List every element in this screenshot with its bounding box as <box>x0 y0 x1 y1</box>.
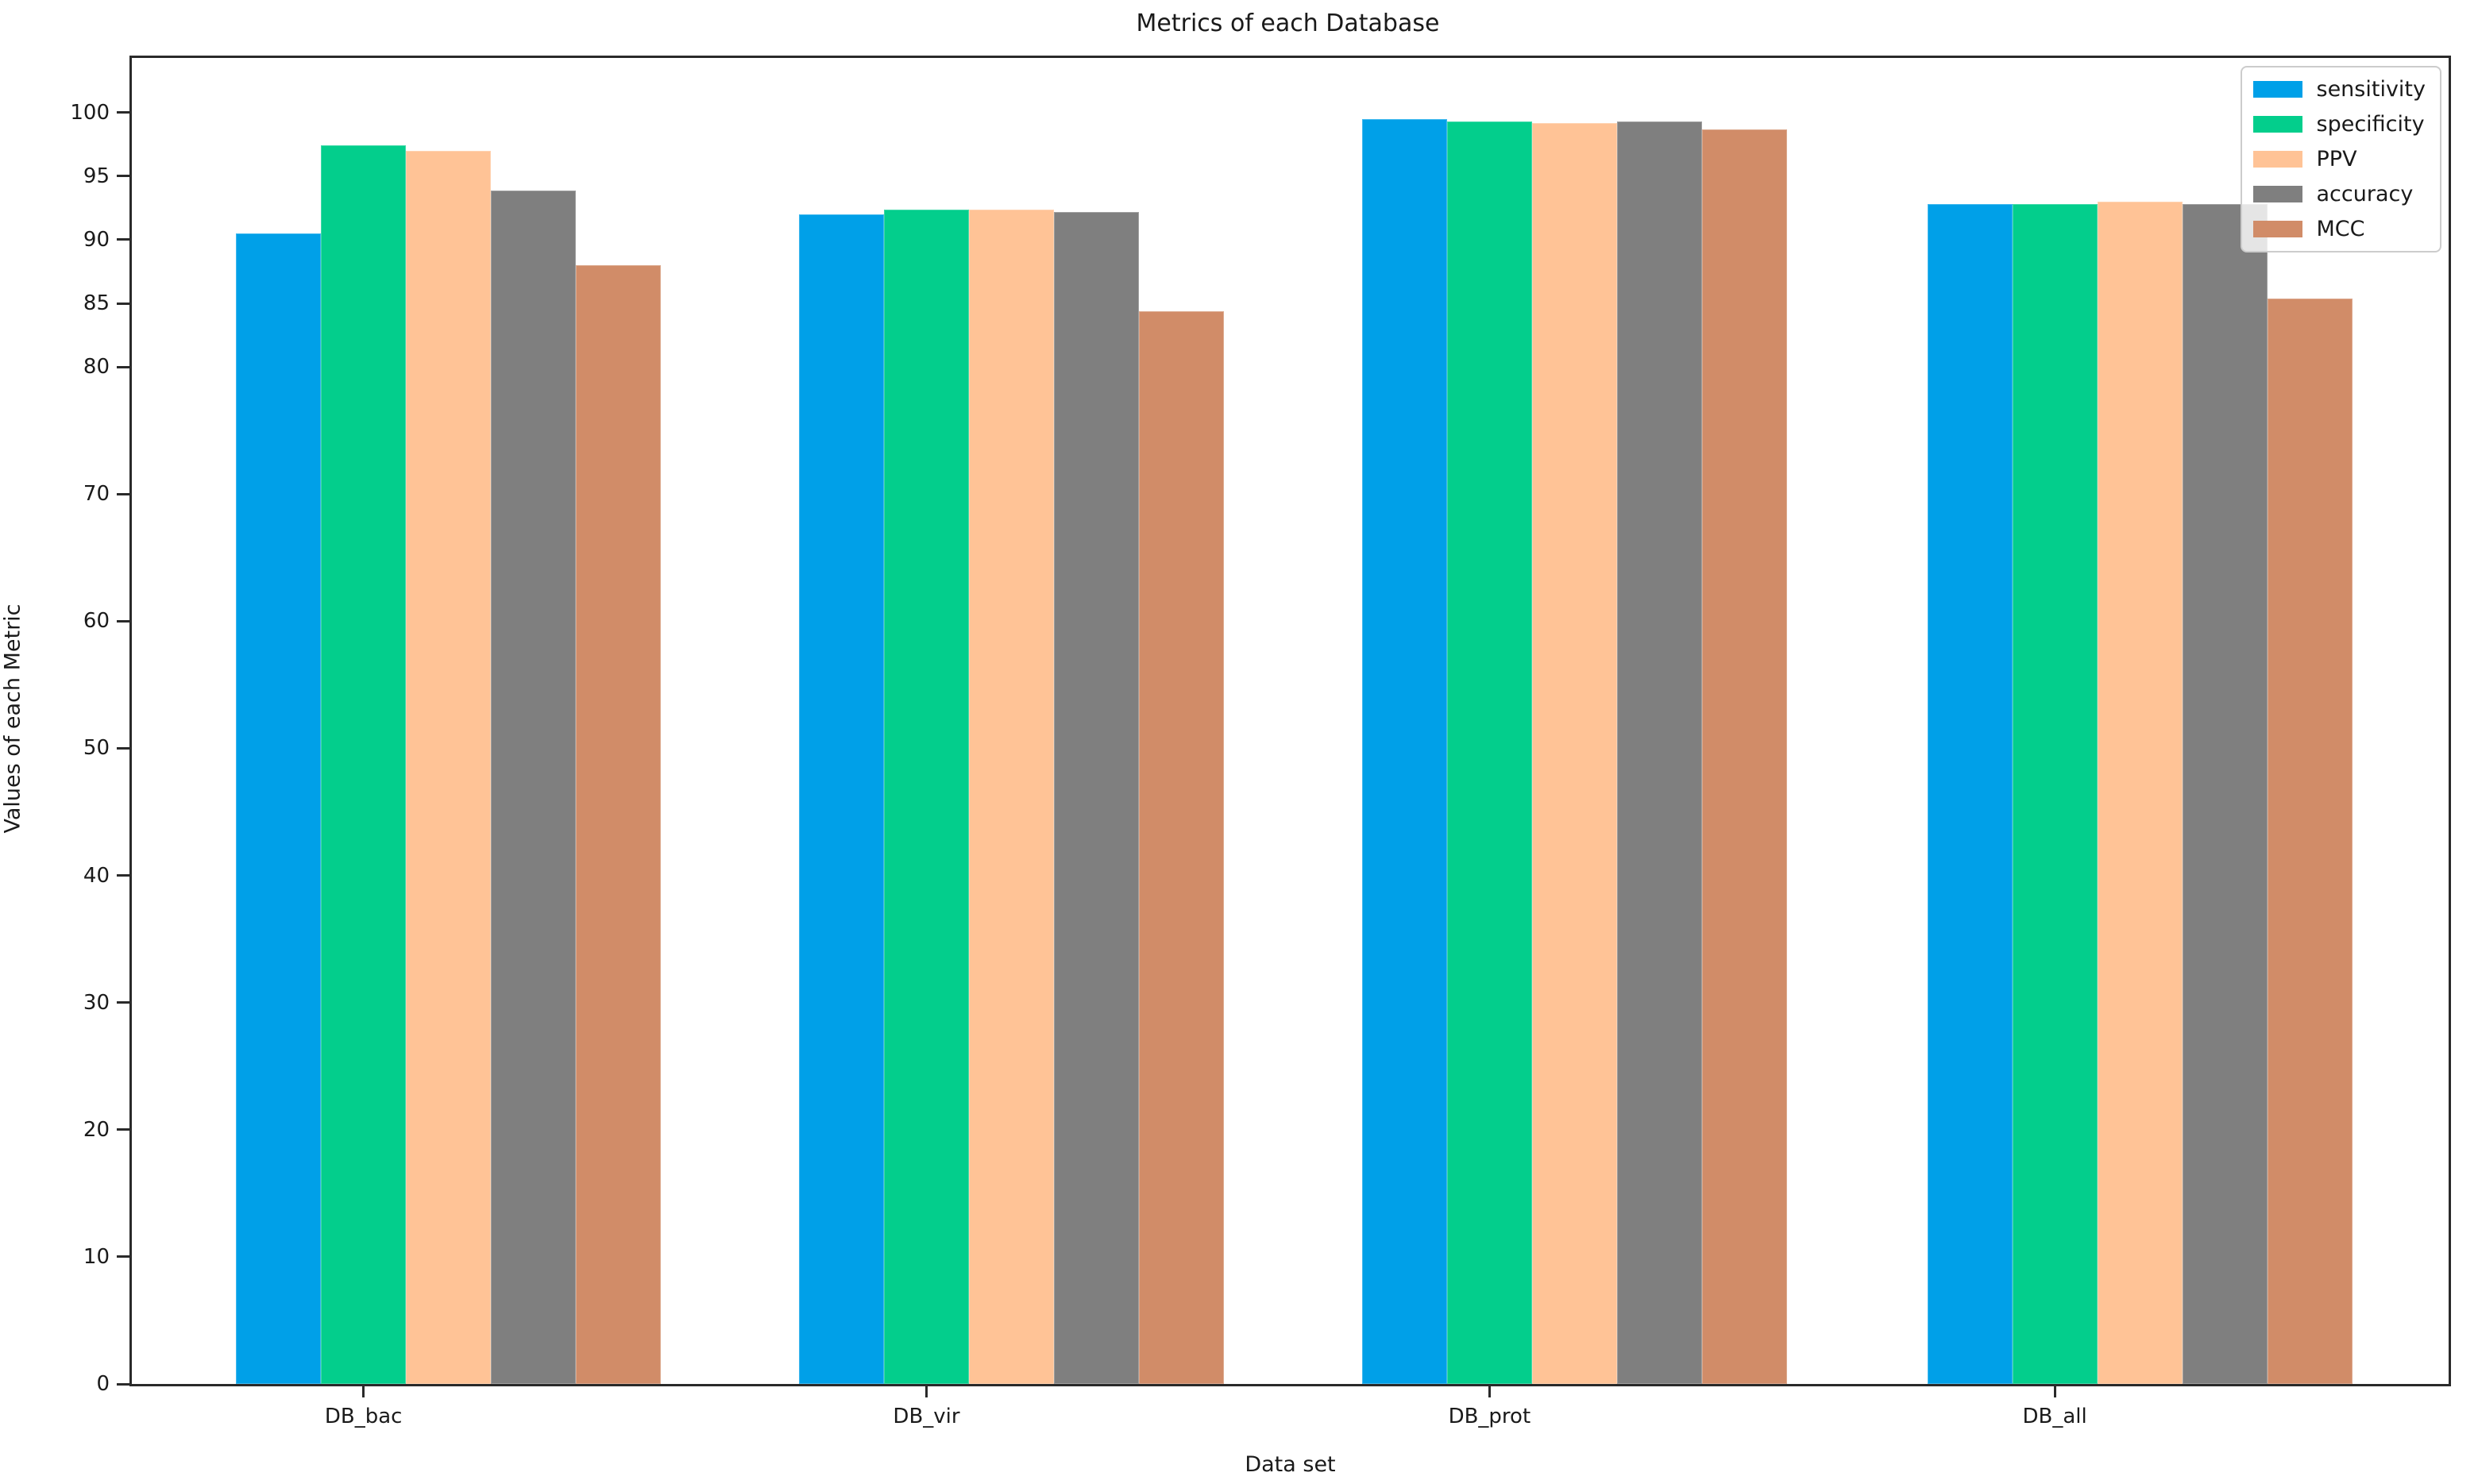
y-tick-label: 90 <box>83 227 110 252</box>
legend-item-accuracy: accuracy <box>2252 182 2426 206</box>
bar-db_bac-specificity <box>321 145 407 1384</box>
legend-swatch-ppv <box>2252 151 2302 168</box>
legend-item-sensitivity: sensitivity <box>2252 77 2426 102</box>
y-tick-mark <box>117 1128 129 1131</box>
bar-db_vir-accuracy <box>1054 211 1140 1384</box>
y-tick-label: 30 <box>83 990 110 1015</box>
bar-db_all-sensitivity <box>1927 204 2013 1384</box>
y-tick-label: 20 <box>83 1117 110 1142</box>
bar-db_vir-specificity <box>884 209 970 1384</box>
x-tick-label-db_vir: DB_vir <box>893 1405 960 1428</box>
y-tick-mark <box>117 365 129 368</box>
bar-db_bac-accuracy <box>491 190 577 1384</box>
bar-db_all-accuracy <box>2182 204 2268 1384</box>
y-tick-label: 70 <box>83 482 110 507</box>
x-tick-label-db_prot: DB_prot <box>1448 1405 1531 1428</box>
legend-swatch-sensitivity <box>2252 81 2302 98</box>
y-tick-mark <box>117 1382 129 1386</box>
plot-area: 0 10 20 30 40 50 60 70 80 85 90 95 100 DB_bac DB_vir D… <box>70 56 2451 1477</box>
x-tick-label-db_all: DB_all <box>2022 1405 2087 1428</box>
bar-db_prot-sensitivity <box>1361 118 1447 1384</box>
bar-db_vir-ppv <box>969 209 1055 1384</box>
bar-db_vir-mcc <box>1139 310 1225 1384</box>
y-tick-label: 100 <box>70 100 110 125</box>
y-tick-mark <box>117 1001 129 1004</box>
bar-db_bac-sensitivity <box>236 233 322 1384</box>
bar-db_all-specificity <box>2012 204 2098 1384</box>
x-tick-label-db_bac: DB_bac <box>324 1405 403 1428</box>
y-tick-mark <box>117 111 129 114</box>
y-tick-mark <box>117 874 129 877</box>
x-tick-mark <box>1488 1386 1491 1397</box>
y-tick-mark <box>117 746 129 750</box>
bar-db_vir-sensitivity <box>799 214 885 1384</box>
bar-db_prot-specificity <box>1446 121 1532 1384</box>
y-tick-label: 50 <box>83 736 110 761</box>
bar-db_all-mcc <box>2267 298 2353 1384</box>
legend-swatch-mcc <box>2252 221 2302 237</box>
bar-db_prot-mcc <box>1701 129 1787 1384</box>
y-tick-mark <box>117 302 129 305</box>
chart-title: Metrics of each Database <box>1136 10 1440 37</box>
x-tick-mark <box>362 1386 365 1397</box>
legend-item-ppv: PPV <box>2252 147 2426 172</box>
y-tick-mark <box>117 619 129 623</box>
legend-label: specificity <box>2316 112 2425 137</box>
y-axis-label: Values of each Metric <box>0 603 25 834</box>
x-tick-mark <box>925 1386 928 1397</box>
y-tick-label: 40 <box>83 863 110 888</box>
y-tick-mark <box>117 238 129 241</box>
bar-db_bac-mcc <box>576 265 662 1384</box>
legend: sensitivity specificity PPV accuracy MCC <box>2240 66 2441 252</box>
y-tick-label: 10 <box>83 1244 110 1269</box>
legend-label: sensitivity <box>2316 77 2426 102</box>
y-tick-label: 60 <box>83 609 110 634</box>
legend-label: accuracy <box>2316 182 2414 206</box>
legend-item-specificity: specificity <box>2252 112 2426 137</box>
legend-swatch-specificity <box>2252 116 2302 133</box>
x-axis-label: Data set <box>1245 1452 1336 1477</box>
bar-db_bac-ppv <box>406 150 492 1384</box>
legend-label: PPV <box>2316 147 2357 172</box>
bar-db_prot-ppv <box>1531 122 1617 1384</box>
x-tick-mark <box>2053 1386 2056 1397</box>
y-tick-label: 85 <box>83 291 110 316</box>
bar-db_prot-accuracy <box>1616 121 1702 1384</box>
y-tick-mark <box>117 492 129 495</box>
y-tick-label: 95 <box>83 164 110 188</box>
y-tick-label: 80 <box>83 355 110 380</box>
y-tick-mark <box>117 175 129 178</box>
legend-swatch-accuracy <box>2252 186 2302 202</box>
legend-label: MCC <box>2316 217 2365 241</box>
legend-item-mcc: MCC <box>2252 217 2426 241</box>
bar-db_all-ppv <box>2097 201 2183 1384</box>
y-tick-mark <box>117 1255 129 1259</box>
y-tick-label: 0 <box>96 1372 110 1396</box>
